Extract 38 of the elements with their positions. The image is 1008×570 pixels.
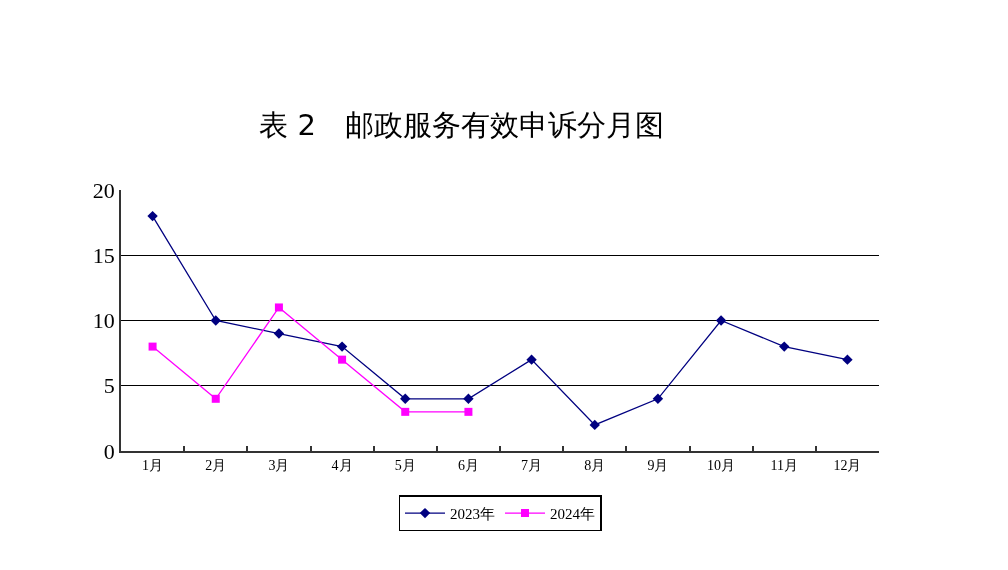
- x-tick-label: 7月: [521, 457, 543, 473]
- point: [526, 354, 537, 365]
- x-tick-label: 9月: [647, 457, 669, 473]
- point: [842, 354, 853, 365]
- x-tick-label: 3月: [268, 457, 290, 473]
- point: [210, 315, 221, 326]
- point: [463, 393, 474, 404]
- legend-label: 2024年: [550, 505, 595, 522]
- y-tick-label: 5: [103, 373, 115, 399]
- chart-title: 表 2 邮政服务有效申诉分月图: [259, 108, 664, 143]
- y-tick-label: 10: [92, 308, 115, 334]
- legend-label: 2023年: [450, 505, 495, 522]
- point: [464, 407, 473, 416]
- point: [400, 393, 411, 404]
- point: [273, 328, 285, 339]
- point: [147, 210, 158, 222]
- point: [401, 407, 410, 416]
- point: [274, 303, 283, 312]
- x-tick-label: 11月: [770, 457, 798, 473]
- point: [779, 341, 790, 352]
- y-tick-label: 0: [103, 438, 115, 464]
- x-tick-label: 12月: [833, 457, 862, 473]
- x-tick-label: 8月: [584, 457, 606, 473]
- x-tick-label: 5月: [394, 457, 416, 473]
- x-tick-label: 6月: [457, 457, 479, 473]
- point: [211, 394, 220, 403]
- point: [715, 315, 727, 326]
- point: [338, 355, 347, 364]
- x-tick-label: 4月: [331, 457, 353, 473]
- x-tick-label: 2月: [205, 457, 227, 473]
- point: [652, 393, 664, 404]
- y-tick-label: 15: [92, 242, 115, 268]
- point: [336, 341, 348, 352]
- point: [589, 419, 600, 431]
- y-tick-label: 20: [92, 177, 115, 203]
- x-tick-label: 1月: [142, 457, 164, 473]
- point: [148, 342, 157, 351]
- x-tick-label: 10月: [707, 457, 736, 473]
